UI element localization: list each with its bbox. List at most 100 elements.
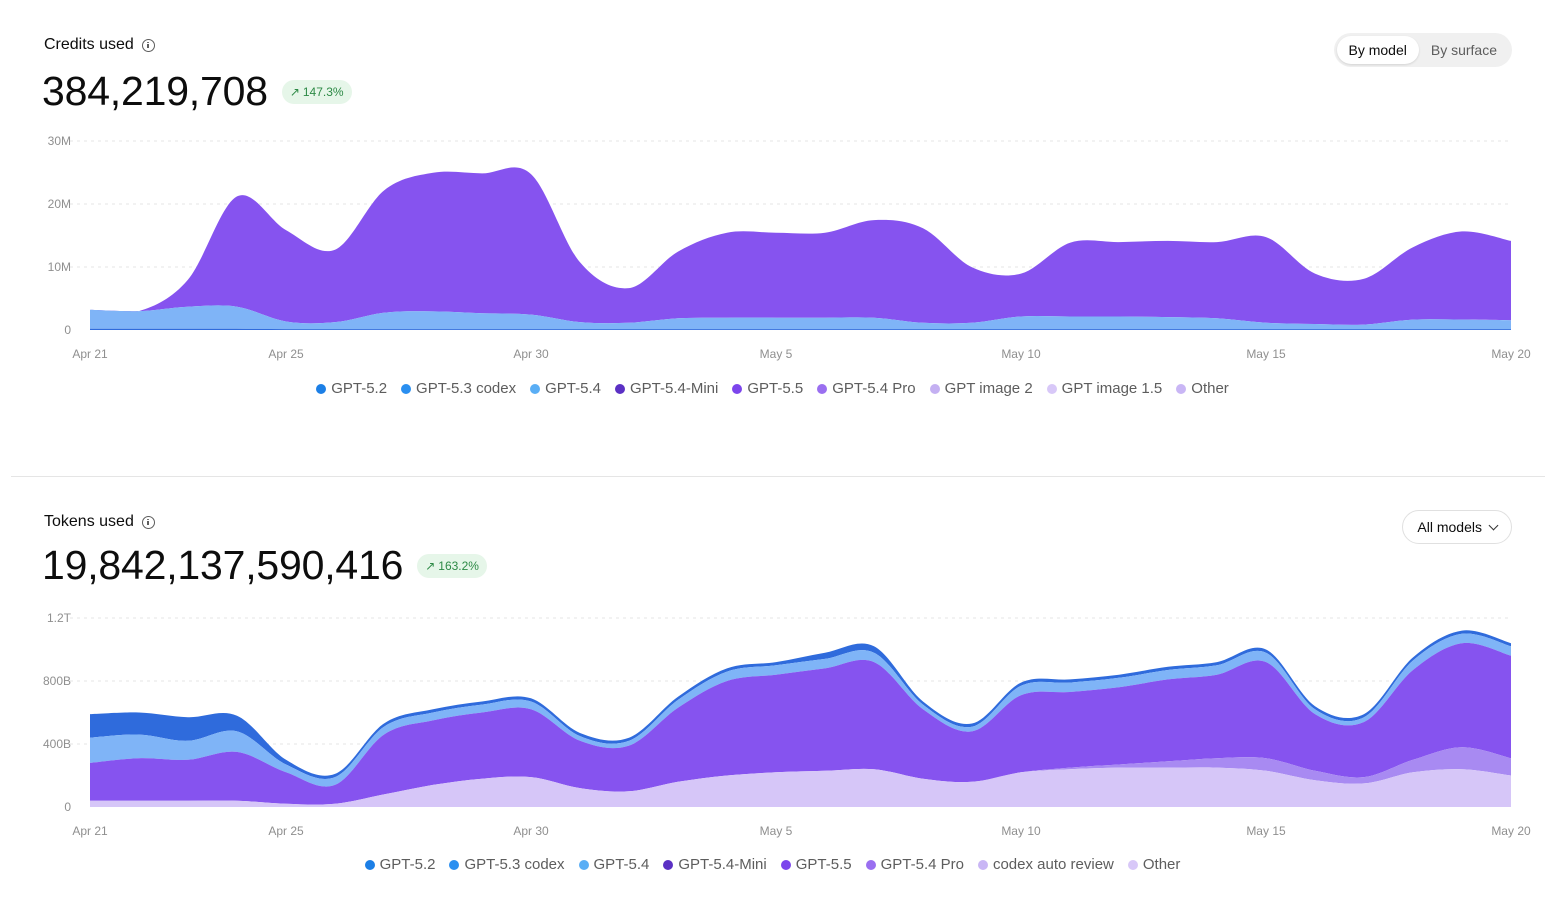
x-tick-label: May 10 (1001, 824, 1041, 838)
legend-swatch (929, 383, 940, 394)
legend-swatch (977, 859, 988, 870)
credits-total: 384,219,708 (42, 68, 268, 114)
tokens-change-value: 163.2% (438, 558, 479, 573)
legend-item[interactable]: GPT-5.2 (364, 856, 436, 873)
y-tick-label: 30M (48, 134, 71, 148)
credits-header: Credits used (44, 36, 155, 54)
x-tick-label: Apr 25 (268, 347, 304, 361)
legend-label: GPT image 2 (944, 380, 1033, 397)
legend-swatch (316, 383, 327, 394)
legend-item[interactable]: GPT-5.4-Mini (663, 856, 767, 873)
legend-swatch (530, 383, 541, 394)
toggle-by-model[interactable]: By model (1336, 36, 1419, 64)
legend-item[interactable]: GPT-5.4 (530, 380, 601, 397)
credits-legend: GPT-5.2 GPT-5.3 codex GPT-5.4 GPT-5.4-Mini G… (0, 380, 1545, 397)
y-tick-label: 0 (64, 800, 71, 814)
area-gpt-5-2[interactable] (90, 328, 1511, 330)
x-tick-label: May 10 (1001, 347, 1041, 361)
legend-swatch (780, 859, 791, 870)
tokens-panel: Tokens used 19,842,137,590,416 ↗ 163.2% … (0, 477, 1545, 900)
credits-panel: Credits used 384,219,708 ↗ 147.3% By mod… (0, 33, 1545, 397)
legend-item[interactable]: GPT-5.4 (578, 856, 650, 873)
legend-item[interactable]: GPT-5.2 (316, 380, 387, 397)
legend-label: GPT-5.5 (747, 380, 804, 397)
legend-swatch (663, 859, 674, 870)
legend-label: GPT-5.4 (593, 856, 650, 873)
area-gpt-5-5[interactable] (90, 642, 1511, 805)
legend-label: GPT-5.2 (331, 380, 388, 397)
legend-item[interactable]: codex auto review (977, 856, 1114, 873)
area-gpt-5-4[interactable] (90, 305, 1511, 330)
legend-item[interactable]: Other (1127, 856, 1180, 873)
legend-item[interactable]: GPT image 2 (929, 380, 1033, 397)
legend-label: GPT-5.4 Pro (832, 380, 916, 397)
y-tick-label: 800B (43, 674, 71, 688)
credits-change-value: 147.3% (302, 84, 344, 99)
info-icon[interactable] (141, 38, 155, 52)
arrow-up-right-icon: ↗ (425, 558, 436, 573)
group-by-toggle: By model By surface (1333, 33, 1512, 67)
tokens-total-row: 19,842,137,590,416 ↗ 163.2% (42, 542, 487, 589)
tokens-area-chart[interactable]: 0 400B 800B 1.2T Apr 21 Apr 25 Apr 30 May 5 May … (0, 602, 1545, 847)
legend-swatch (1046, 383, 1057, 394)
legend-swatch (865, 859, 876, 870)
credits-area-chart[interactable]: 0 10M 20M 30M Apr 21 Apr 25 Apr 30 May 5 May 10 M… (0, 125, 1545, 370)
legend-item[interactable]: Other (1176, 380, 1229, 397)
legend-item[interactable]: GPT image 1.5 (1046, 380, 1162, 397)
x-tick-label: Apr 21 (72, 824, 108, 838)
legend-swatch (401, 383, 412, 394)
legend-item[interactable]: GPT-5.4 Pro (817, 380, 916, 397)
tokens-header: Tokens used (44, 513, 155, 531)
legend-label: GPT-5.2 (379, 856, 436, 873)
legend-swatch (614, 383, 625, 394)
legend-swatch (1176, 383, 1187, 394)
legend-item[interactable]: GPT-5.3 codex (449, 856, 565, 873)
arrow-up-right-icon: ↗ (289, 84, 300, 99)
legend-item[interactable]: GPT-5.5 (732, 380, 803, 397)
x-tick-label: May 5 (760, 347, 793, 361)
legend-item[interactable]: GPT-5.3 codex (401, 380, 516, 397)
x-tick-label: May 5 (760, 824, 793, 838)
y-tick-label: 1.2T (47, 611, 72, 625)
legend-swatch (817, 383, 828, 394)
legend-label: GPT-5.3 codex (416, 380, 517, 397)
area-gpt-5-2[interactable] (90, 630, 1511, 779)
legend-label: GPT-5.4 (545, 380, 601, 397)
x-tick-label: Apr 30 (513, 347, 549, 361)
legend-item[interactable]: GPT-5.5 (780, 856, 852, 873)
x-tick-label: Apr 30 (513, 824, 549, 838)
legend-label: codex auto review (992, 856, 1114, 873)
legend-swatch (1127, 859, 1138, 870)
credits-change-badge: ↗ 147.3% (281, 79, 352, 104)
legend-label: GPT-5.4-Mini (629, 380, 719, 397)
legend-item[interactable]: GPT-5.4 Pro (865, 856, 964, 873)
x-tick-label: Apr 25 (268, 824, 304, 838)
legend-label: Other (1191, 380, 1229, 397)
tokens-legend: GPT-5.2 GPT-5.3 codex GPT-5.4 GPT-5.4-Mini G… (0, 856, 1545, 873)
x-tick-label: May 20 (1491, 824, 1531, 838)
legend-label: GPT-5.3 codex (464, 856, 565, 873)
area-gpt-5-4[interactable] (90, 633, 1511, 787)
area-other[interactable] (90, 767, 1511, 807)
legend-item[interactable]: GPT-5.4-Mini (614, 380, 719, 397)
area-gpt-5-5[interactable] (90, 167, 1511, 325)
y-tick-label: 20M (48, 197, 71, 211)
section-divider (11, 476, 1545, 477)
legend-swatch (449, 859, 460, 870)
y-tick-label: 0 (64, 323, 71, 337)
info-icon[interactable] (141, 515, 155, 529)
legend-label: GPT-5.5 (795, 856, 852, 873)
model-filter-dropdown[interactable]: All models (1402, 510, 1512, 544)
legend-swatch (578, 859, 589, 870)
legend-swatch (364, 859, 375, 870)
credits-total-row: 384,219,708 ↗ 147.3% (42, 68, 352, 115)
y-tick-label: 10M (48, 260, 71, 274)
chevron-down-icon (1488, 520, 1499, 530)
tokens-total: 19,842,137,590,416 (42, 542, 404, 588)
tokens-title: Tokens used (44, 513, 134, 530)
toggle-by-surface[interactable]: By surface (1430, 42, 1497, 58)
x-tick-label: Apr 21 (72, 347, 108, 361)
tokens-change-badge: ↗ 163.2% (417, 553, 487, 578)
legend-label: GPT-5.4 Pro (880, 856, 964, 873)
credits-title: Credits used (44, 36, 134, 53)
